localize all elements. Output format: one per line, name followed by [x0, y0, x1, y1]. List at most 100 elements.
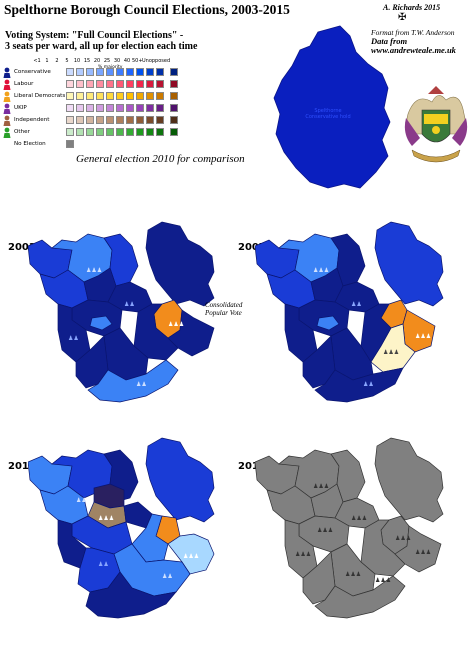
ge-label-2: Conservative hold [305, 114, 350, 120]
legend-color-swatch [126, 128, 134, 136]
legend-color-swatch [106, 128, 114, 136]
legend-color-swatch [156, 104, 164, 112]
legend-color-swatch [86, 80, 94, 88]
legend-party-name: Labour [14, 81, 34, 87]
legend-color-swatch [76, 116, 84, 124]
libdem-icon [3, 91, 11, 102]
seat-icons: ♟♟♟ [415, 333, 431, 340]
ukip-icon [3, 103, 11, 114]
legend-scale-label: 15 [83, 58, 91, 64]
legend-color-swatch [86, 128, 94, 136]
legend-scale-label: 30 [113, 58, 121, 64]
seat-icons: ♟♟ [162, 573, 173, 580]
voting-system-line-1: Voting System: "Full Council Elections" … [5, 30, 184, 41]
legend-color-swatch [146, 104, 154, 112]
voting-system-line-2: 3 seats per ward, all up for election ea… [5, 41, 198, 52]
legend-scale-label: 1 [45, 58, 49, 64]
legend-party-name: Conservative [14, 69, 51, 75]
legend-color-swatch [66, 116, 74, 124]
legend-color-swatch [146, 68, 154, 76]
legend-color-swatch [116, 104, 124, 112]
ge-label-1: Spelthorne [314, 108, 341, 114]
legend-color-swatch [136, 68, 144, 76]
legend-color-swatch [126, 116, 134, 124]
map-2011: ♟♟♟ ♟♟♟ ♟♟ ♟♟ ♟♟ [28, 437, 215, 619]
legend-color-swatch [96, 92, 104, 100]
legend-color-swatch [106, 116, 114, 124]
seat-icons: ♟♟ [351, 301, 362, 308]
seat-icons: ♟♟♟ [98, 515, 114, 522]
legend-color-swatch [136, 116, 144, 124]
legend-color-swatch [86, 104, 94, 112]
legend-color-swatch [96, 104, 104, 112]
legend-color-swatch [96, 128, 104, 136]
legend-scale-label: <1 [33, 58, 41, 64]
legend-color-swatch [66, 128, 74, 136]
legend-scale-label: 20 [93, 58, 101, 64]
credit-line-3: www.andrewteale.me.uk [371, 45, 456, 55]
seat-icons: ♟♟♟ [313, 267, 329, 274]
seat-icons: ♟♟ [363, 381, 374, 388]
legend-scale-label: 25 [103, 58, 111, 64]
seat-icons: ♟♟ [124, 301, 135, 308]
legend-color-swatch [76, 128, 84, 136]
legend-color-swatch [136, 128, 144, 136]
legend-color-swatch [126, 104, 134, 112]
legend-color-swatch [106, 104, 114, 112]
legend-color-swatch [156, 128, 164, 136]
ornament-icon: ✠ [398, 12, 407, 23]
seat-icons: ♟♟♟ [168, 321, 184, 328]
year-label-2015: 2015: [238, 461, 270, 472]
legend-color-swatch [116, 128, 124, 136]
seat-icons: ♟♟♟ [317, 527, 333, 534]
seat-icons: ♟♟♟ [415, 549, 431, 556]
legend-color-swatch [86, 116, 94, 124]
legend-color-swatch [76, 92, 84, 100]
legend-party-name: Liberal Democrats [14, 93, 66, 99]
page-title: Spelthorne Borough Council Elections, 20… [4, 2, 290, 17]
legend-color-swatch [146, 116, 154, 124]
legend-color-swatch [146, 80, 154, 88]
legend-color-swatch [116, 116, 124, 124]
legend-color-swatch [66, 68, 74, 76]
year-label-2007: 2007: [238, 242, 270, 253]
author-credit: A. Richards 2015 [383, 3, 441, 12]
seat-icons: ♟♟♟ [86, 267, 102, 274]
legend-color-swatch [156, 80, 164, 88]
year-label-2011: 2011: [8, 461, 40, 472]
seat-icons: ♟♟ [68, 335, 79, 342]
legend-color-swatch [170, 116, 178, 124]
legend-party-name: No Election [14, 141, 46, 147]
seat-icons: ♟♟ [76, 497, 87, 504]
legend-party-name: Other [14, 129, 30, 135]
independent-icon [3, 115, 11, 126]
year-label-2003: 2003: [8, 242, 40, 253]
seat-icons: ♟♟♟ [395, 535, 411, 542]
legend-color-swatch [126, 68, 134, 76]
cpv-line-1: Consolidated [205, 301, 243, 309]
legend-scale-label: 40 [123, 58, 131, 64]
legend-color-swatch [66, 104, 74, 112]
legend-color-swatch [86, 92, 94, 100]
legend-color-swatch [126, 80, 134, 88]
legend-color-swatch [76, 80, 84, 88]
legend-color-swatch [106, 92, 114, 100]
legend-scale: <1 1 2 5 10 15 20 25 30 40 50+Unopposed [32, 58, 170, 64]
legend-color-swatch [86, 68, 94, 76]
seat-icons: ♟♟♟ [313, 483, 329, 490]
map-2015: ♟♟♟ ♟♟♟ ♟♟♟ ♟♟♟ ♟♟♟ ♟♟♟ ♟♟♟ ♟♟♟ [255, 437, 444, 619]
legend-color-swatch [156, 92, 164, 100]
credit-line-1: Format from T.W. Anderson [371, 28, 455, 37]
seat-icons: ♟♟♟ [383, 349, 399, 356]
legend-scale-label: 2 [55, 58, 59, 64]
legend-scale-label: 50+ [132, 58, 143, 64]
seat-icons: ♟♟♟ [345, 571, 361, 578]
legend-color-swatch [156, 68, 164, 76]
voting-system-text: Voting System: "Full Council Elections" … [5, 30, 220, 52]
legend-scale-label: 10 [73, 58, 81, 64]
legend-color-swatch [146, 128, 154, 136]
legend-color-swatch [116, 80, 124, 88]
legend-scale-label: 5 [65, 58, 69, 64]
legend-color-swatch [76, 104, 84, 112]
legend-color-swatch [106, 68, 114, 76]
